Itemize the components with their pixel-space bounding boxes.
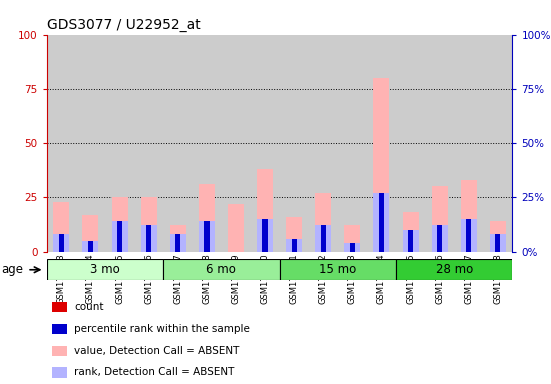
Bar xyxy=(490,221,506,252)
Bar xyxy=(495,234,500,252)
Bar xyxy=(199,184,215,252)
Bar xyxy=(262,238,268,252)
Text: 3 mo: 3 mo xyxy=(90,263,120,276)
Text: value, Detection Call = ABSENT: value, Detection Call = ABSENT xyxy=(74,346,240,356)
Bar xyxy=(379,238,384,252)
Text: rank, Detection Call = ABSENT: rank, Detection Call = ABSENT xyxy=(74,367,235,377)
Bar xyxy=(408,230,413,252)
Bar xyxy=(338,35,367,252)
Bar xyxy=(52,346,67,356)
Bar xyxy=(83,241,99,252)
Bar xyxy=(53,202,69,252)
Bar xyxy=(105,35,134,252)
Text: 28 mo: 28 mo xyxy=(436,263,473,276)
Bar xyxy=(262,219,268,252)
Bar xyxy=(175,234,180,252)
Bar xyxy=(204,221,209,252)
Bar xyxy=(431,225,447,252)
Bar xyxy=(321,238,326,252)
Text: 6 mo: 6 mo xyxy=(207,263,236,276)
Text: percentile rank within the sample: percentile rank within the sample xyxy=(74,324,250,334)
Bar xyxy=(112,221,128,252)
Bar xyxy=(466,219,472,252)
Bar xyxy=(88,241,93,252)
Bar xyxy=(52,302,67,312)
Bar xyxy=(403,230,419,252)
Bar xyxy=(286,238,302,252)
Bar xyxy=(141,197,156,252)
Bar xyxy=(286,217,302,252)
Bar xyxy=(199,221,215,252)
Bar xyxy=(170,234,186,252)
Bar xyxy=(437,238,442,252)
Bar xyxy=(146,225,152,252)
Bar xyxy=(146,238,152,252)
Bar xyxy=(374,193,390,252)
Bar xyxy=(53,234,69,252)
Bar xyxy=(163,259,279,280)
Bar xyxy=(257,169,273,252)
Bar xyxy=(59,234,64,252)
Bar xyxy=(367,35,396,252)
Bar xyxy=(483,35,512,252)
Bar xyxy=(279,35,309,252)
Bar xyxy=(228,204,244,252)
Bar xyxy=(59,238,64,252)
Bar xyxy=(170,225,186,252)
Bar xyxy=(403,212,419,252)
Bar xyxy=(315,193,331,252)
Bar xyxy=(454,35,483,252)
Bar xyxy=(112,197,128,252)
Text: count: count xyxy=(74,302,104,312)
Text: GDS3077 / U22952_at: GDS3077 / U22952_at xyxy=(47,18,201,32)
Bar xyxy=(396,259,512,280)
Bar xyxy=(490,234,506,252)
Bar xyxy=(461,180,477,252)
Bar xyxy=(134,35,163,252)
Bar xyxy=(344,243,360,252)
Bar xyxy=(257,219,273,252)
Bar xyxy=(350,243,355,252)
Bar xyxy=(251,35,279,252)
Bar xyxy=(309,35,338,252)
Bar xyxy=(279,259,396,280)
Bar xyxy=(425,35,454,252)
Bar xyxy=(163,35,192,252)
Bar xyxy=(321,225,326,252)
Bar xyxy=(52,367,67,377)
Bar xyxy=(315,225,331,252)
Bar xyxy=(192,35,222,252)
Bar xyxy=(117,221,122,252)
Bar xyxy=(344,225,360,252)
Bar xyxy=(52,324,67,334)
Bar xyxy=(47,35,76,252)
Bar xyxy=(83,215,99,252)
Bar xyxy=(222,35,251,252)
Bar xyxy=(431,187,447,252)
Text: 15 mo: 15 mo xyxy=(319,263,356,276)
Bar xyxy=(47,259,163,280)
Bar xyxy=(141,225,156,252)
Bar xyxy=(76,35,105,252)
Bar xyxy=(379,193,384,252)
Bar xyxy=(291,238,297,252)
Bar xyxy=(396,35,425,252)
Bar xyxy=(437,225,442,252)
Text: age: age xyxy=(1,263,23,276)
Bar xyxy=(461,219,477,252)
Bar xyxy=(374,78,390,252)
Bar xyxy=(117,238,122,252)
Bar xyxy=(204,238,209,252)
Bar xyxy=(466,238,472,252)
